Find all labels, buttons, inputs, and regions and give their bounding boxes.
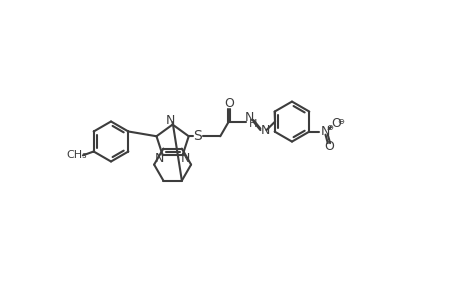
Text: O: O — [330, 117, 341, 130]
Text: O: O — [224, 98, 233, 110]
Text: N: N — [244, 111, 254, 124]
Text: ⊖: ⊖ — [336, 117, 344, 126]
Text: CH₃: CH₃ — [66, 150, 87, 160]
Text: N: N — [180, 152, 190, 165]
Text: H: H — [249, 119, 257, 129]
Text: N: N — [260, 124, 269, 136]
Text: O: O — [324, 140, 334, 153]
Text: N: N — [320, 125, 330, 138]
Text: ⊕: ⊕ — [325, 123, 332, 132]
Text: S: S — [193, 129, 202, 143]
Text: N: N — [155, 152, 164, 165]
Text: N: N — [165, 114, 174, 127]
